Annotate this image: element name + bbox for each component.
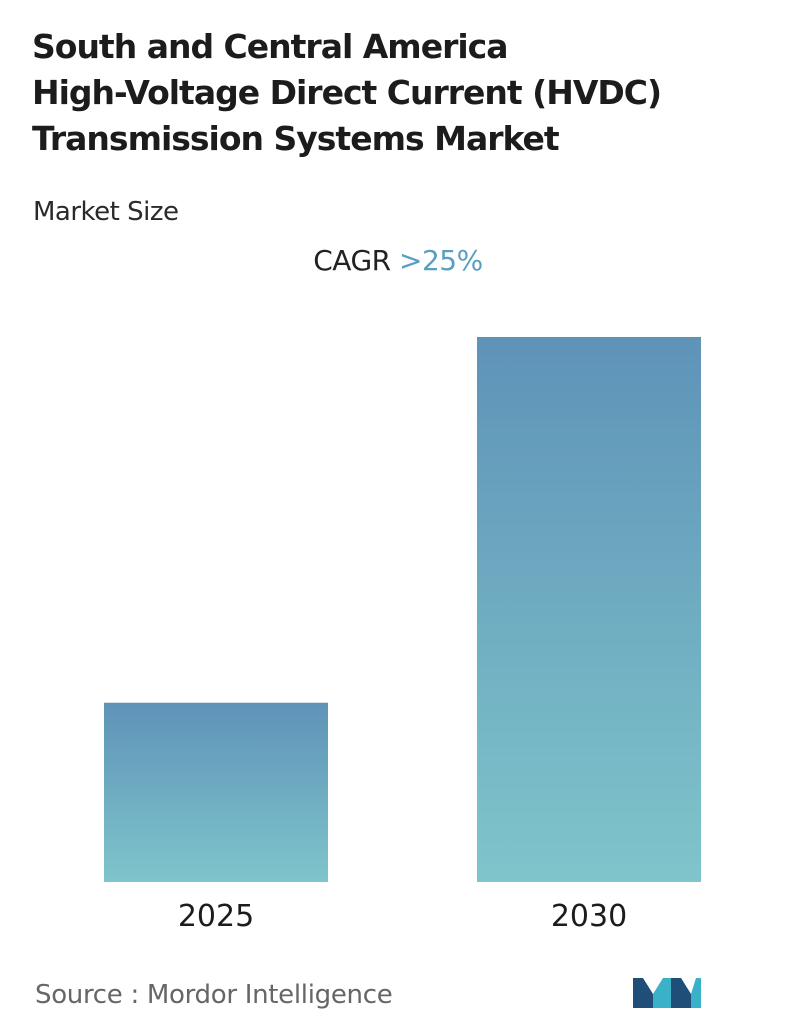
chart-title: South and Central America High-Voltage D…	[32, 24, 772, 162]
x-tick-label-2030: 2030	[551, 899, 627, 934]
chart-title-line-3: Transmission Systems Market	[32, 119, 560, 158]
bar-2030	[477, 337, 701, 882]
source-credit: Source : Mordor Intelligence	[35, 980, 393, 1010]
bar-2025	[104, 702, 328, 882]
chart-title-line-2: High-Voltage Direct Current (HVDC)	[32, 73, 662, 112]
cagr-value: >25%	[399, 244, 483, 277]
x-axis-tick-labels: 2025 2030	[178, 899, 627, 934]
cagr-label: CAGR	[313, 244, 391, 277]
bar-series	[104, 337, 701, 882]
chart-title-line-1: South and Central America	[32, 27, 509, 66]
chart-subtitle: Market Size	[33, 197, 179, 227]
cagr-annotation: CAGR >25%	[0, 244, 796, 278]
bar-chart: 2025 2030	[104, 337, 701, 934]
mordor-intelligence-logo-icon	[633, 978, 701, 1008]
x-tick-label-2025: 2025	[178, 899, 254, 934]
